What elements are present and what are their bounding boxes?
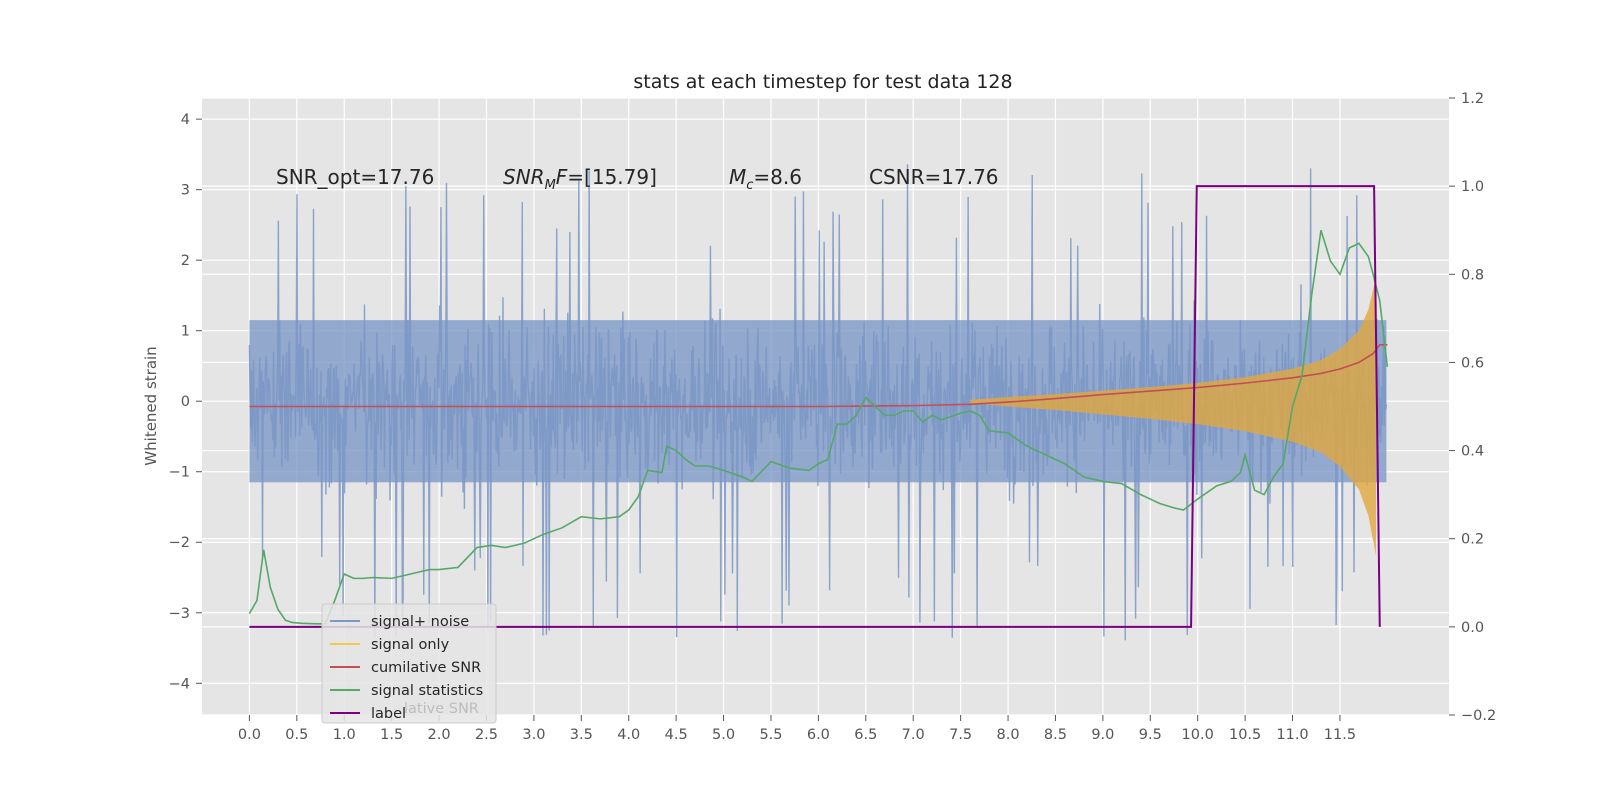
legend-label: signal+ noise [371, 614, 469, 630]
y2-tick-label: 0.4 [1461, 444, 1484, 460]
x-tick-label: 2.5 [475, 727, 498, 743]
legend-frame [321, 603, 497, 724]
legend-items: signal+ noise signal only cumilative SNR si… [330, 614, 483, 722]
annotation-csnr: CSNR=17.76 [869, 165, 999, 189]
x-tick-label: 0.5 [285, 727, 308, 743]
x-tick-label: 8.5 [1044, 727, 1067, 743]
legend-label: signal only [371, 637, 450, 653]
x-tick-label: 6.0 [807, 727, 830, 743]
annotation-snr-mf-f: F= [556, 165, 584, 189]
y-axis-right: 1.2 1.0 0.8 0.6 0.4 0.2 0.0 −0.2 [1449, 91, 1496, 724]
y-tick-label: 3 [181, 183, 190, 199]
annotation-snr-mf: SNRMF=[15.79] [503, 165, 657, 193]
y-tick-label: 4 [181, 112, 190, 128]
y-axis-left: 4 3 2 1 0 −1 −2 −3 −4 [169, 112, 202, 692]
y2-tick-label: −0.2 [1461, 708, 1496, 724]
y-tick-label: 0 [181, 394, 190, 410]
y2-tick-label: 1.0 [1461, 179, 1484, 195]
x-tick-label: 3.5 [570, 727, 593, 743]
x-tick-label: 9.5 [1139, 727, 1162, 743]
y2-tick-label: 1.2 [1461, 91, 1484, 107]
x-tick-label: 7.0 [902, 727, 925, 743]
y2-tick-label: 0.6 [1461, 355, 1484, 371]
annotation-snr-mf-value: [15.79] [584, 165, 657, 189]
legend-label: cumilative SNR [371, 660, 481, 676]
x-tick-label: 8.0 [997, 727, 1020, 743]
y-tick-label: 2 [181, 253, 190, 269]
x-tick-label: 6.5 [854, 727, 877, 743]
label-line [249, 185, 1381, 628]
x-tick-label: 7.5 [949, 727, 972, 743]
legend-label: signal statistics [371, 683, 483, 699]
chart-title: stats at each timestep for test data 128 [633, 71, 1012, 93]
x-tick-label: 11.0 [1276, 727, 1308, 743]
signal-only-series [970, 277, 1376, 556]
signal-noise-line [248, 164, 1388, 641]
x-tick-label: 5.0 [712, 727, 735, 743]
x-tick-label: 0.0 [238, 727, 261, 743]
legend: lative SNR signal+ noise signal only cumil… [321, 603, 497, 724]
x-tick-label: 4.5 [665, 727, 688, 743]
annotation-mc-sub: c [746, 178, 753, 193]
x-tick-label: 11.5 [1324, 727, 1356, 743]
legend-label: label [371, 706, 406, 722]
x-tick-label: 9.0 [1091, 727, 1114, 743]
x-tick-label: 5.5 [759, 727, 782, 743]
y2-tick-label: 0.2 [1461, 532, 1484, 548]
y-tick-label: −3 [169, 606, 190, 622]
annotation-snr-opt: SNR_opt=17.76 [276, 165, 434, 189]
x-tick-label: 3.0 [522, 727, 545, 743]
annotation-snr-mf-sub: M [545, 178, 556, 193]
y2-tick-label: 0.0 [1461, 620, 1484, 636]
annotation-mc-m: M [729, 165, 746, 189]
x-tick-label: 10.0 [1182, 727, 1214, 743]
y-tick-label: 1 [181, 324, 190, 340]
legend-ghost-text: lative SNR [404, 701, 479, 717]
annotation-mc: Mc=8.6 [729, 165, 802, 193]
y-tick-label: −4 [169, 676, 190, 692]
cumulative-snr-line [249, 344, 1388, 408]
y-axis-label: Whitened strain [142, 346, 160, 465]
x-tick-label: 10.5 [1229, 727, 1261, 743]
annotation-mc-value: =8.6 [753, 165, 802, 189]
x-tick-label: 1.0 [333, 727, 356, 743]
annotation-snr-mf-snr: SNR [503, 165, 545, 189]
x-tick-label: 2.0 [428, 727, 451, 743]
data-series [248, 164, 1389, 641]
y-tick-label: −1 [169, 465, 190, 481]
signal-statistics-line [248, 229, 1389, 625]
y2-tick-label: 0.8 [1461, 267, 1484, 283]
y-tick-label: −2 [169, 535, 190, 551]
x-tick-label: 1.5 [380, 727, 403, 743]
x-axis: 0.0 0.5 1.0 1.5 2.0 2.5 3.0 3.5 4.0 4.5 5.0 5.5 6.0 6… [238, 715, 1356, 743]
x-tick-label: 4.0 [617, 727, 640, 743]
